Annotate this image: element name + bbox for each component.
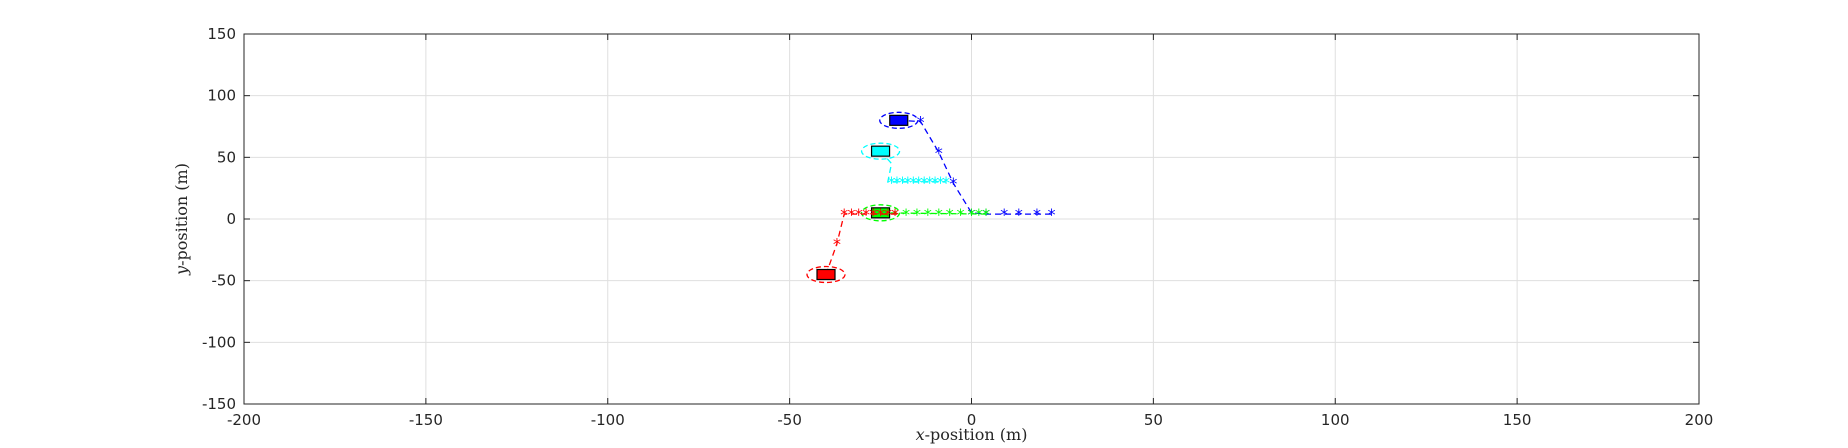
trajectory-marker: *	[956, 205, 966, 224]
series-red: *********	[806, 205, 900, 284]
x-tick-label: 200	[1685, 411, 1714, 429]
trajectory-marker: *	[945, 205, 955, 224]
trajectory-marker: *	[919, 173, 929, 192]
vehicle-marker	[889, 114, 909, 126]
trajectory-marker: *	[854, 205, 864, 224]
axis-ticks: -200 -150 -100 -50 0 50 100 150 200-150-100-5005…	[202, 25, 1713, 429]
trajectory-line	[880, 150, 946, 183]
x-tick-label: -150	[409, 411, 443, 429]
trajectory-line	[898, 119, 1052, 215]
trajectory-marker: *	[832, 235, 842, 254]
vehicle-uncertainty-ellipse	[879, 111, 919, 129]
y-tick-label: 50	[217, 148, 236, 166]
trajectory-marker: *	[948, 174, 958, 193]
trajectory-marker: *	[908, 173, 918, 192]
trajectory-marker: *	[898, 173, 908, 192]
trajectory-marker: *	[999, 205, 1009, 224]
x-tick-label: 100	[1321, 411, 1350, 429]
trajectory-marker: *	[1047, 205, 1057, 224]
trajectory-marker: *	[934, 205, 944, 224]
trajectory-marker: *	[839, 205, 849, 224]
trajectory-marker: *	[887, 173, 897, 192]
vehicle-uncertainty-ellipse	[860, 142, 901, 160]
trajectory-line	[825, 213, 899, 275]
y-tick-label: 100	[207, 87, 236, 105]
trajectory-marker: *	[967, 205, 977, 224]
trajectory-marker: *	[901, 205, 911, 224]
y-tick-label: -50	[212, 272, 237, 290]
trajectory-marker: *	[883, 205, 893, 224]
x-tick-label: 0	[967, 411, 977, 429]
series-layer: **** * * * * ************* * * * * * * ************	[806, 111, 1057, 284]
trajectory-marker: *	[847, 205, 857, 224]
trajectory-marker: *	[861, 205, 871, 224]
trajectory-marker: *	[1014, 205, 1024, 224]
trajectory-marker: *	[925, 173, 935, 192]
grid	[244, 34, 1699, 404]
trajectory-marker: *	[914, 173, 924, 192]
trajectory-marker: *	[892, 173, 902, 192]
vehicle-marker	[816, 268, 836, 281]
trajectory-marker: *	[934, 143, 944, 162]
trajectory-marker: *	[936, 173, 946, 192]
trajectory-marker: *	[916, 113, 926, 132]
y-axis-title: y-position (m)	[172, 163, 191, 276]
trajectory-marker: *	[890, 205, 900, 224]
y-tick-label: 150	[207, 25, 236, 43]
x-tick-label: 150	[1503, 411, 1532, 429]
trajectory-marker: *	[903, 173, 913, 192]
trajectory-marker: *	[923, 205, 933, 224]
series-cyan: ***********	[860, 142, 951, 192]
x-tick-label: 50	[1144, 411, 1163, 429]
trajectory-marker: *	[930, 173, 940, 192]
vehicle-marker	[870, 207, 891, 219]
x-tick-label: -100	[591, 411, 625, 429]
x-axis-title: x-position (m)	[916, 425, 1028, 444]
trajectory-marker: *	[868, 205, 878, 224]
trajectory-marker: *	[1032, 205, 1042, 224]
vehicle-marker	[870, 145, 891, 157]
y-tick-label: -150	[202, 395, 236, 413]
trajectory-marker: *	[981, 205, 991, 224]
x-tick-label: -200	[227, 411, 261, 429]
vehicle-uncertainty-ellipse	[806, 265, 846, 284]
trajectory-marker: *	[912, 205, 922, 224]
y-tick-label: -100	[202, 333, 236, 351]
trajectory-marker: *	[974, 205, 984, 224]
trajectory-marker: *	[941, 173, 951, 192]
trajectory-marker: *	[876, 205, 886, 224]
trajectory-line	[880, 212, 987, 215]
y-tick-label: 0	[226, 210, 236, 228]
vehicle-uncertainty-ellipse	[860, 204, 901, 222]
x-tick-label: -50	[777, 411, 802, 429]
